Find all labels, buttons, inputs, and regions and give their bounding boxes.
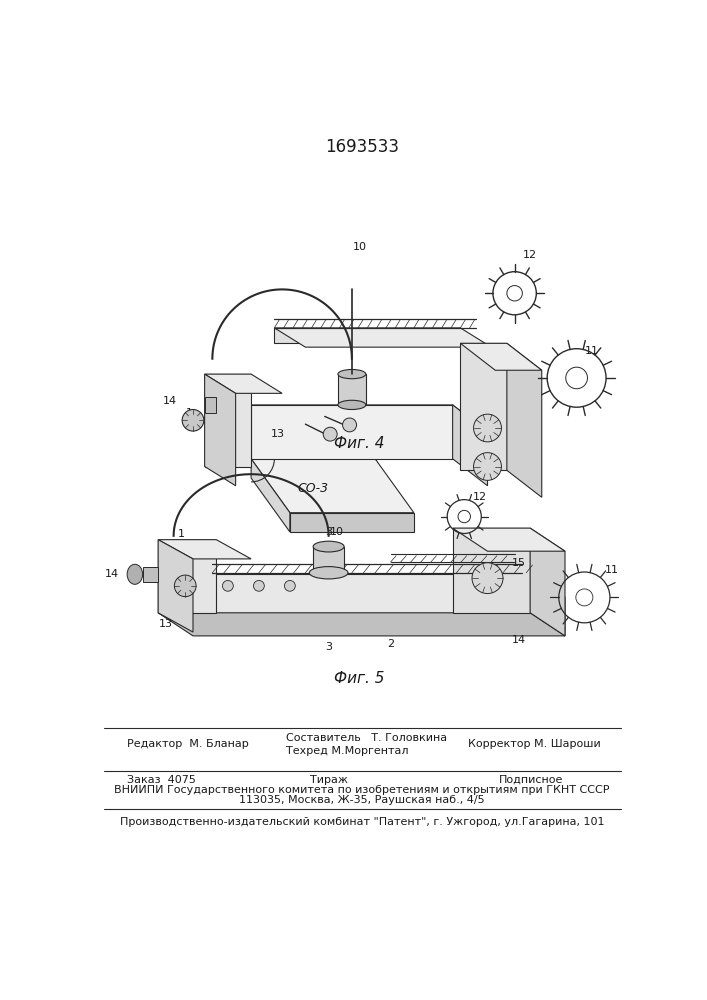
Polygon shape (530, 574, 565, 636)
Polygon shape (452, 528, 565, 551)
Text: ВНИИПИ Государственного комитета по изобретениям и открытиям при ГКНТ СССР: ВНИИПИ Государственного комитета по изоб… (115, 785, 609, 795)
Text: СО-3: СО-3 (298, 482, 329, 495)
Ellipse shape (309, 567, 348, 579)
Text: 15: 15 (511, 558, 525, 568)
Circle shape (472, 563, 503, 594)
Text: 2: 2 (387, 639, 395, 649)
Text: 1: 1 (178, 529, 185, 539)
Text: Тираж: Тираж (310, 775, 348, 785)
Circle shape (175, 575, 196, 597)
Text: Редактор  М. Бланар: Редактор М. Бланар (127, 739, 249, 749)
Text: 1693533: 1693533 (325, 138, 399, 156)
Circle shape (474, 453, 501, 480)
Polygon shape (290, 513, 414, 532)
Polygon shape (274, 328, 491, 347)
Text: 14: 14 (105, 569, 119, 579)
Text: 10: 10 (329, 527, 344, 537)
Polygon shape (338, 374, 366, 405)
Text: 11: 11 (604, 565, 619, 575)
Polygon shape (460, 343, 507, 470)
Text: Фиг. 5: Фиг. 5 (334, 671, 385, 686)
Polygon shape (158, 574, 530, 613)
Circle shape (284, 580, 296, 591)
Text: 15: 15 (508, 408, 522, 418)
Circle shape (474, 414, 501, 442)
Polygon shape (204, 374, 235, 486)
Text: 11: 11 (585, 346, 599, 356)
Polygon shape (204, 374, 251, 466)
Text: 14: 14 (503, 462, 518, 472)
Text: 10: 10 (353, 242, 367, 252)
Circle shape (323, 427, 337, 441)
Ellipse shape (127, 564, 143, 584)
Polygon shape (158, 540, 193, 632)
Polygon shape (530, 528, 565, 636)
Polygon shape (452, 405, 488, 486)
Polygon shape (251, 405, 452, 459)
Text: 3: 3 (325, 527, 332, 537)
Polygon shape (452, 528, 530, 613)
Polygon shape (158, 540, 251, 559)
Text: Корректор М. Шароши: Корректор М. Шароши (468, 739, 601, 749)
Polygon shape (251, 459, 414, 513)
Circle shape (182, 410, 204, 431)
Text: 12: 12 (473, 492, 487, 502)
Text: 14: 14 (511, 635, 525, 645)
Polygon shape (507, 343, 542, 497)
Text: Подписное: Подписное (499, 775, 563, 785)
Polygon shape (158, 613, 565, 636)
Ellipse shape (338, 400, 366, 410)
Polygon shape (158, 540, 216, 613)
Ellipse shape (338, 369, 366, 379)
Text: Фиг. 4: Фиг. 4 (334, 436, 385, 451)
Text: 12: 12 (523, 250, 537, 260)
Polygon shape (204, 374, 282, 393)
Ellipse shape (313, 541, 344, 552)
Polygon shape (251, 405, 488, 432)
Text: 13: 13 (271, 429, 285, 439)
Polygon shape (460, 343, 542, 370)
Polygon shape (251, 459, 290, 532)
Polygon shape (158, 574, 565, 597)
Polygon shape (143, 567, 158, 582)
Text: Техред М.Моргентал: Техред М.Моргентал (286, 746, 409, 756)
Polygon shape (204, 397, 216, 413)
Text: 1: 1 (186, 408, 192, 418)
Text: Производственно-издательский комбинат "Патент", г. Ужгород, ул.Гагарина, 101: Производственно-издательский комбинат "П… (119, 817, 604, 827)
Text: 3: 3 (325, 642, 332, 652)
Polygon shape (313, 547, 344, 574)
Polygon shape (274, 328, 460, 343)
Text: 113035, Москва, Ж-35, Раушская наб., 4/5: 113035, Москва, Ж-35, Раушская наб., 4/5 (239, 795, 485, 805)
Text: Заказ  4075: Заказ 4075 (127, 775, 196, 785)
Text: 13: 13 (159, 619, 173, 629)
Circle shape (343, 418, 356, 432)
Circle shape (223, 580, 233, 591)
Circle shape (253, 580, 264, 591)
Text: 14: 14 (163, 396, 177, 406)
Text: Составитель   Т. Головкина: Составитель Т. Головкина (286, 733, 447, 743)
